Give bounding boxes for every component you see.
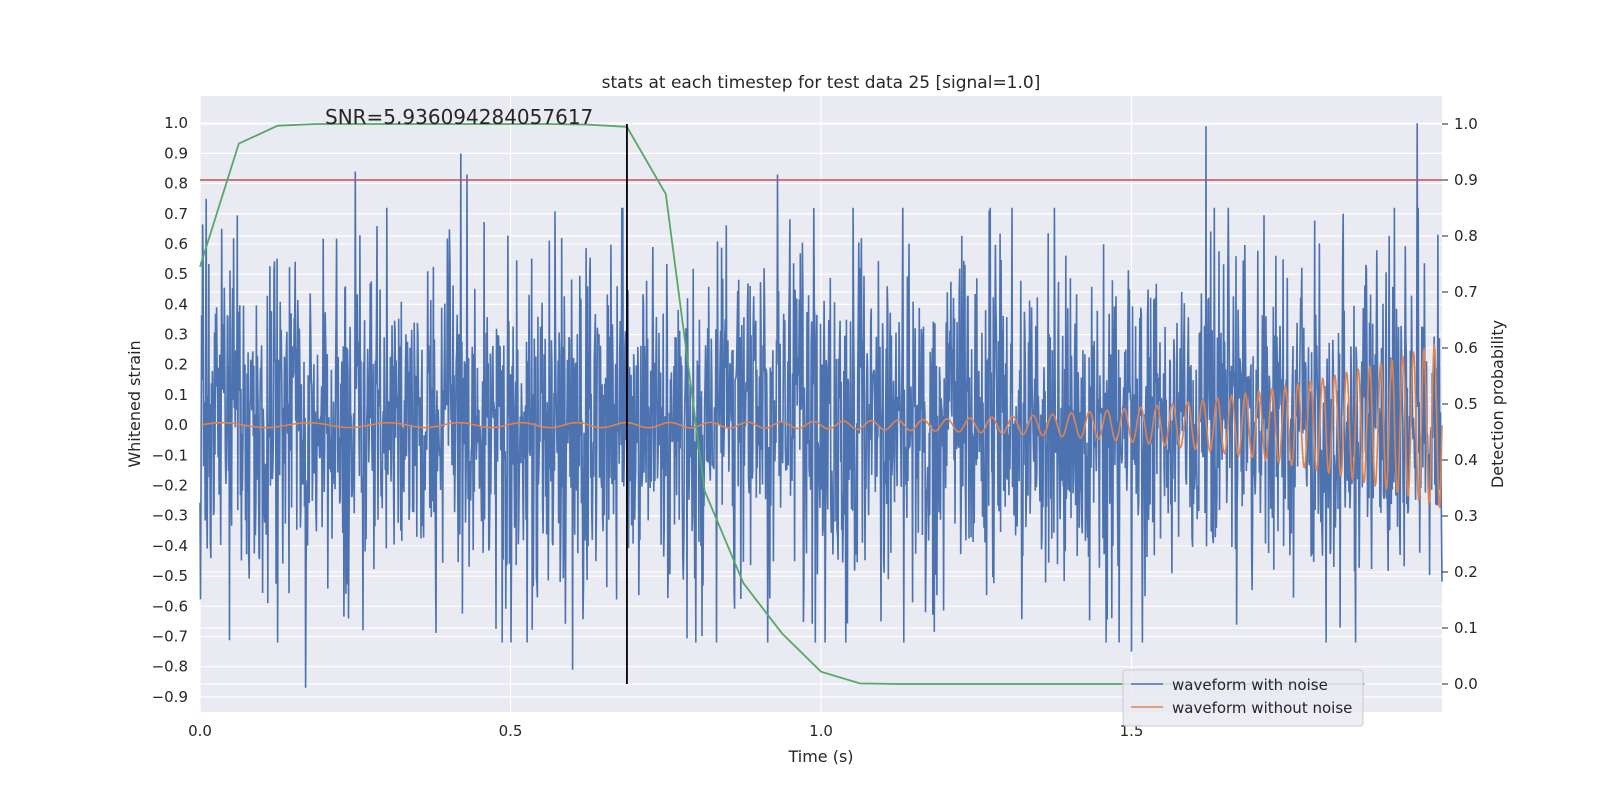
y-right-tick-label: 0.2 [1454,563,1478,581]
y-tick-label: 0.9 [164,144,188,162]
legend-label-noisy: waveform with noise [1172,676,1328,694]
y-right-tick-label: 0.8 [1454,227,1478,245]
y-right-axis-label: Detection probability [1488,320,1507,488]
y-tick-label: 0.1 [164,386,188,404]
y-tick-label: 0.4 [164,295,188,313]
y-tick-label: 0.2 [164,356,188,374]
y-right-tick-label: 0.0 [1454,675,1478,693]
y-right-tick-label: 0.3 [1454,507,1478,525]
y-tick-label: −0.6 [152,597,188,615]
y-tick-label: 0.0 [164,416,188,434]
right-axis-ticks: 1.0 0.9 0.8 0.7 0.6 0.5 0.4 0.3 0.2 0.1 0.0 [1442,115,1478,693]
y-tick-label: −0.2 [152,477,188,495]
y-tick-label: 0.6 [164,235,188,253]
legend-box [1122,669,1364,727]
y-tick-label: −0.1 [152,446,188,464]
chart-title: stats at each timestep for test data 25 … [602,73,1041,93]
y-right-tick-label: 0.9 [1454,171,1478,189]
x-tick-label: 0.5 [499,722,523,740]
y-right-tick-label: 0.4 [1454,451,1478,469]
x-axis-label: Time (s) [787,747,853,766]
y-right-tick-label: 0.6 [1454,339,1478,357]
y-tick-label: 1.0 [164,114,188,132]
y-tick-label: 0.8 [164,175,188,193]
y-tick-label: −0.9 [152,688,188,706]
legend: waveform with noise waveform without noi… [1122,669,1364,727]
x-tick-label: 0.0 [188,722,212,740]
legend-label-clean: waveform without noise [1172,699,1352,717]
y-tick-label: −0.4 [152,537,188,555]
snr-annotation: SNR=5.936094284057617 [325,105,593,129]
y-right-tick-label: 0.7 [1454,283,1478,301]
y-right-tick-label: 0.1 [1454,619,1478,637]
series-waveform-without-noise [199,343,1443,509]
y-tick-label: 0.5 [164,265,188,283]
plot-layer [199,123,1443,688]
y-tick-label: −0.3 [152,507,188,525]
y-axis-label: Whitened strain [125,340,144,467]
y-tick-label: 0.3 [164,326,188,344]
y-tick-label: −0.8 [152,658,188,676]
y-right-tick-label: 0.5 [1454,395,1478,413]
y-tick-label: 0.7 [164,205,188,223]
x-axis-ticks: 0.0 0.5 1.0 1.5 [188,722,1143,740]
y-tick-label: −0.5 [152,567,188,585]
y-right-tick-label: 1.0 [1454,115,1478,133]
y-tick-label: −0.7 [152,628,188,646]
left-axis-ticks: 1.0 0.9 0.8 0.7 0.6 0.5 0.4 0.3 0.2 0.1 0.0 −0.1 −0.… [152,114,188,706]
x-tick-label: 1.0 [809,722,833,740]
